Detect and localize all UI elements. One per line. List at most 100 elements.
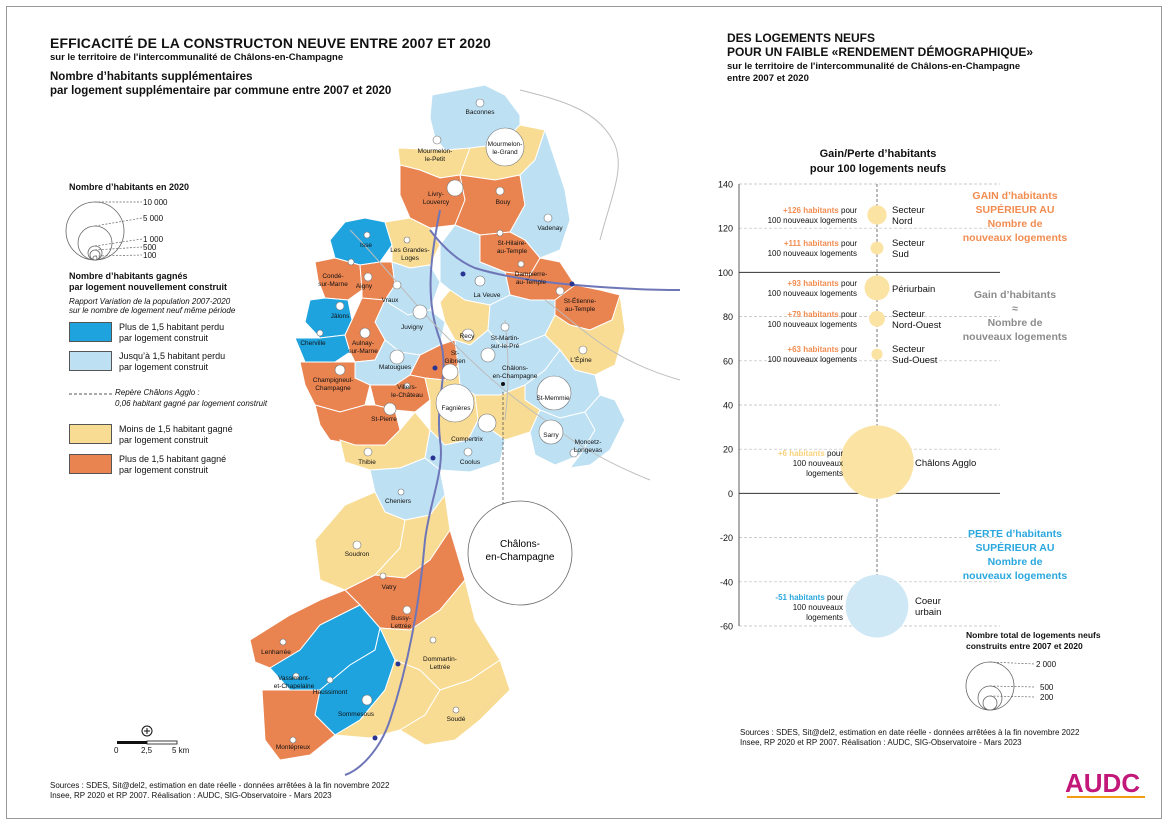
- y-tick-label: -60: [720, 622, 733, 632]
- label-thibie: Thibie: [358, 459, 376, 466]
- bubble-point: [840, 425, 914, 499]
- label-compertrix: Compertrix: [451, 436, 484, 443]
- point-value-suffix: pour: [839, 206, 858, 215]
- legend-pop-500: 500: [143, 243, 157, 252]
- point-note: 100 nouveaux: [793, 603, 843, 612]
- right-sources-1: Sources : SDES, Sit@del2, estimation en …: [740, 728, 1080, 737]
- equal-text: Gain d’habitants ≈ Nombre de nouveaux lo…: [950, 288, 1080, 344]
- point-value: +6 habitants pour: [778, 449, 843, 458]
- bubble-legend-circles: [965, 661, 1036, 711]
- point-value-number: -51 habitants: [775, 593, 825, 602]
- label-vassimont-2: et-Chapelaine: [274, 683, 315, 690]
- bubble-point: [870, 241, 884, 255]
- label-mourmelon-grand-2: le-Grand: [492, 149, 518, 156]
- scale-0: 0: [114, 746, 119, 755]
- gain-text: GAIN d’habitants SUPÉRIEUR AU Nombre de …: [950, 189, 1080, 245]
- label-bussy-1: Bussy-: [391, 615, 411, 622]
- gain-text-3: Nombre de: [987, 218, 1043, 230]
- label-mourmelon-petit-2: le-Petit: [425, 156, 445, 163]
- label-sarry: Sarry: [543, 432, 559, 439]
- label-st-pierre: St-Pierre: [371, 416, 397, 423]
- point-note: 100 nouveaux logements: [768, 355, 857, 364]
- point-value: +93 habitants pour: [787, 279, 857, 288]
- bubble-point: [867, 205, 887, 225]
- label-moncetz-1: Moncetz-: [575, 439, 602, 446]
- label-st-martin-1: St-Martin-: [491, 335, 520, 342]
- point-value-number: +6 habitants: [778, 449, 825, 458]
- legend-repere-2: 0,06 habitant gagné par logement constru…: [115, 399, 268, 408]
- gain-text-2: SUPÉRIEUR AU: [975, 204, 1055, 216]
- label-isse: Isse: [360, 242, 372, 249]
- label-chalons-2: en-Champagne: [493, 373, 538, 380]
- label-jalons: Jâlons: [331, 313, 351, 320]
- label-st-memmie: St-Memmie: [536, 395, 570, 402]
- bubble-legend-title-1: Nombre total de logements neufs: [966, 630, 1101, 640]
- map-title-1: Nombre d’habitants supplémentaires: [50, 71, 253, 83]
- point-name: urbain: [915, 607, 941, 618]
- point-value: +79 habitants pour: [787, 310, 857, 319]
- label-haussimont: Haussimont: [313, 689, 348, 696]
- label-cherville: Cherville: [300, 340, 326, 347]
- point-name: Sud-Ouest: [892, 355, 938, 366]
- legend-class-4-line2: par logement construit: [119, 465, 209, 475]
- point-value-number: +79 habitants: [787, 310, 839, 319]
- label-cheniers: Cheniers: [385, 498, 412, 505]
- legend-pop-title: Nombre d’habitants en 2020: [69, 182, 190, 192]
- label-bussy-2: Lettrée: [391, 623, 412, 630]
- bubble-legend-title-2: construits entre 2007 et 2020: [966, 641, 1083, 651]
- label-soudron: Soudron: [345, 551, 370, 558]
- commune-vadenay: [509, 128, 571, 259]
- label-coolus: Coolus: [460, 459, 481, 466]
- point-name: Secteur: [892, 205, 925, 216]
- label-champigneul-2: Champagne: [315, 385, 351, 392]
- point-name: Périurbain: [892, 284, 935, 295]
- point-note: 100 nouveaux logements: [768, 249, 857, 258]
- y-tick-label: 100: [718, 268, 733, 278]
- commune-conde: [314, 257, 363, 301]
- bubble-point: [845, 574, 909, 638]
- y-tick-label: 120: [718, 224, 733, 234]
- label-fagnieres: Fagnières: [442, 405, 472, 412]
- legend-pop-circles: [65, 201, 143, 261]
- bubble-legend-200: 200: [1040, 693, 1054, 702]
- point-name: Nord: [892, 216, 913, 227]
- scale-2-5: 2,5: [141, 746, 153, 755]
- point-value: +63 habitants pour: [787, 345, 857, 354]
- equal-text-2: ≈: [1012, 303, 1018, 315]
- label-champigneul-1: Champigneul-: [313, 377, 353, 384]
- legend-pop-100: 100: [143, 251, 157, 260]
- commune-montepreux: [261, 689, 336, 761]
- commune-moncetz: [568, 394, 626, 469]
- label-baconnes: Baconnes: [466, 109, 496, 116]
- point-value-suffix: pour: [825, 449, 844, 458]
- chalons-big-circle: [467, 500, 573, 606]
- label-aulnay-1: Aulnay-: [352, 340, 374, 347]
- label-st-etienne-2: au-Temple: [565, 306, 596, 313]
- label-dommartin-2: Lettrée: [430, 664, 451, 671]
- legend-class-2-line2: par logement construit: [119, 362, 209, 372]
- label-moncetz-2: Longevas: [574, 447, 603, 454]
- loss-text: PERTE d’habitants SUPÉRIEUR AU Nombre de…: [950, 527, 1080, 583]
- bubble-point: [864, 275, 890, 301]
- label-st-gibrien-1: St-: [451, 350, 459, 357]
- gain-text-1: GAIN d’habitants: [972, 190, 1058, 202]
- label-livry-2: Louvercy: [423, 199, 450, 206]
- right-title-1: DES LOGEMENTS NEUFS: [727, 31, 876, 45]
- point-value: -51 habitants pour: [775, 593, 843, 602]
- label-conde-2: sur-Marne: [318, 281, 348, 288]
- point-value-number: +93 habitants: [787, 279, 839, 288]
- label-dommartin-1: Dommartin-: [423, 656, 457, 663]
- label-st-martin-2: sur-le-Pré: [491, 343, 520, 350]
- label-la-veuve: La Veuve: [473, 292, 500, 299]
- point-name: Sud: [892, 249, 909, 260]
- map: Baconnes Mourmelon- le-Petit Mourmelon- …: [249, 84, 681, 776]
- bubble-legend-500: 500: [1040, 683, 1054, 692]
- bubble-point: [869, 310, 885, 327]
- label-livry-1: Livry-: [428, 191, 444, 198]
- label-vatry: Vatry: [382, 584, 397, 591]
- equal-text-1: Gain d’habitants: [973, 289, 1057, 301]
- chart-title-2: pour 100 logements neufs: [809, 163, 947, 175]
- y-tick-label: 140: [718, 180, 733, 190]
- loss-text-3: Nombre de: [987, 556, 1043, 568]
- label-vadenay: Vadenay: [537, 225, 563, 232]
